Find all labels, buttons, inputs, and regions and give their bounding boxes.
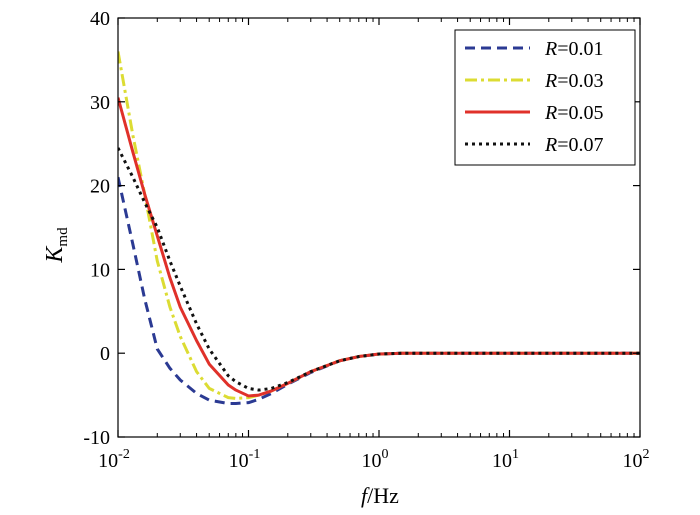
legend-label-2: R=0.03 xyxy=(544,70,604,92)
x-tick-label: 102 xyxy=(623,447,650,472)
x-tick-label: 101 xyxy=(492,447,519,472)
x-axis-label: f/Hz xyxy=(361,483,399,508)
legend-label-4: R=0.07 xyxy=(544,134,604,156)
legend-label-1: R=0.01 xyxy=(544,38,604,60)
series-line-3 xyxy=(118,97,640,398)
x-tick-label: 10-1 xyxy=(229,447,261,472)
series-line-4 xyxy=(118,147,640,392)
y-axis-label-main: K xyxy=(42,245,68,264)
y-axis-label-sub: md xyxy=(55,227,71,247)
y-tick-label: 0 xyxy=(100,343,110,365)
x-tick-label: 10-2 xyxy=(98,447,130,472)
x-axis-label-rest: /Hz xyxy=(367,483,399,508)
y-tick-label: -10 xyxy=(83,427,110,449)
x-tick-label: 100 xyxy=(362,447,389,472)
y-tick-label: 30 xyxy=(90,92,110,114)
y-axis-label: Kmd xyxy=(42,227,71,264)
legend-label-3: R=0.05 xyxy=(544,102,604,124)
y-tick-label: 20 xyxy=(90,176,110,198)
x-axis-label-italic: f xyxy=(361,483,370,508)
y-tick-label: 40 xyxy=(90,8,110,30)
legend: R=0.01 R=0.03 R=0.05 R=0.07 xyxy=(454,29,636,166)
y-tick-label: 10 xyxy=(90,259,110,281)
legend-box xyxy=(454,29,636,166)
series-layer xyxy=(118,51,640,405)
